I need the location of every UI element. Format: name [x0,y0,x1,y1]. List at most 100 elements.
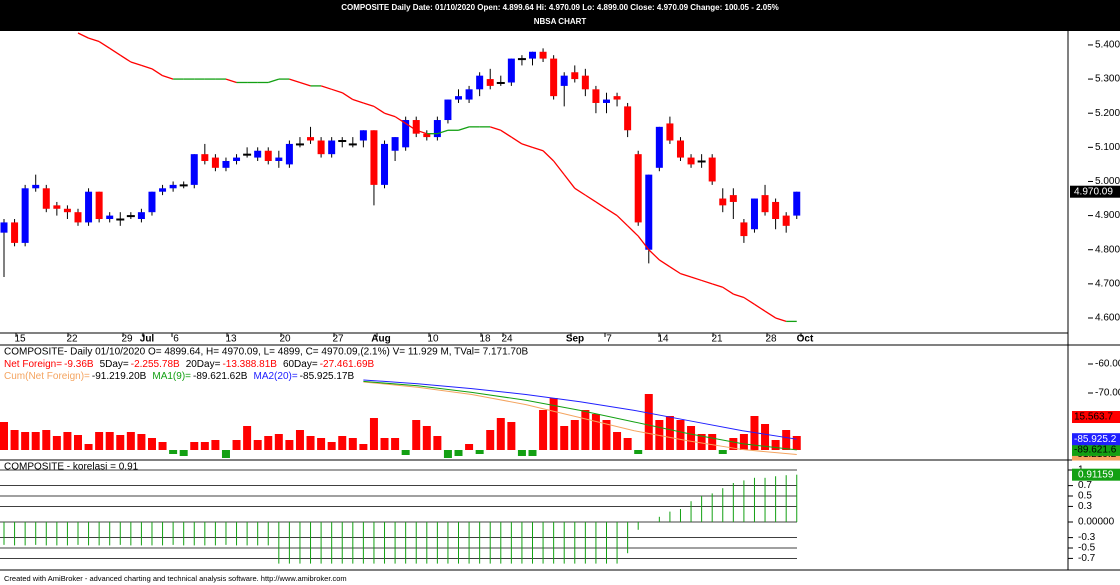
x-tick-label: 29 [121,334,133,345]
net-foreign-bar [739,434,748,450]
y-tick-label: 5.400 [1095,40,1120,51]
net-foreign-bar [644,394,653,450]
ma-segment [363,102,375,107]
candle-body [550,58,558,97]
net-foreign-bar [285,440,294,450]
ma-segment [77,32,89,39]
candle-body [53,205,61,209]
net-foreign-bar [264,436,273,450]
candle-body [348,143,357,146]
legend-value: -27.461.69B [320,359,375,370]
ma-segment [595,201,607,210]
net-foreign-bar [549,398,558,450]
candle-body [21,188,29,243]
ma-segment [109,47,121,56]
ma-segment [151,68,163,77]
y-tick-label: -0.3 [1078,532,1096,543]
ma-segment [130,61,142,67]
indicator-line [363,381,797,456]
legend-value: -9.36B [64,359,94,370]
legend-label: 20Day= [186,359,221,370]
candle-body [539,51,547,59]
candle-body [655,126,663,168]
net-foreign-bar [602,420,611,450]
candle-body [602,99,610,103]
y-tick-label: 4.700 [1095,278,1120,289]
net-foreign-bar [221,450,230,458]
ma-segment [384,112,396,118]
candle-body [137,212,145,220]
candle-body [328,140,336,155]
ma-segment [542,150,555,162]
legend-value: -91.219.20B [92,371,147,382]
panel-title: COMPOSITE - korelasi = 0.91 [4,462,139,473]
indicator-line [363,380,797,451]
net-foreign-bar [306,436,315,450]
candle-body [423,133,431,138]
net-foreign-bar [95,432,104,450]
legend-label: 5Day= [100,359,129,370]
candle-body [402,120,410,148]
net-foreign-bar [517,450,526,456]
ma-segment [320,85,332,90]
net-foreign-bar [31,432,40,450]
net-foreign-bar [443,450,452,458]
net-foreign-bar [52,436,61,450]
ma-segment [754,303,766,312]
net-foreign-bar [295,430,304,450]
candle-body [560,75,568,86]
candle-body [433,120,441,138]
ma-segment [88,37,100,43]
candle-body [740,222,748,237]
ma-segment [616,215,629,227]
net-foreign-bar [475,450,484,454]
ma-segment [680,272,692,278]
candle-body [32,184,40,189]
net-foreign-bar [623,438,632,450]
y-tick-label: 5.200 [1095,108,1120,119]
ma-segment [711,283,723,288]
net-foreign-bar [697,434,706,450]
x-tick-label: 7 [606,334,612,345]
x-tick-label: 6 [173,334,179,345]
candle-body [243,153,252,156]
candle-body [517,58,526,61]
candle-body [750,198,758,230]
net-foreign-bar [528,450,537,456]
x-tick-label: 24 [501,334,513,345]
net-foreign-bar [232,440,241,450]
net-foreign-bar [708,434,717,450]
ma-segment [458,126,470,131]
ma-segment [352,98,364,104]
net-foreign-bar [761,424,770,450]
candle-body [412,120,420,134]
ma-segment [490,126,501,131]
net-foreign-bar [613,432,622,450]
ma-segment [162,75,174,80]
legend-value: -13.388.81B [222,359,277,370]
ma-segment [743,296,755,305]
candle-body [359,130,367,141]
candle-body [624,106,632,131]
x-tick-label: 18 [479,334,491,345]
candle-body [486,79,494,86]
ma-segment [764,310,776,319]
candle-body [529,51,536,59]
candle-body [476,75,484,90]
net-foreign-bar [21,432,30,450]
net-foreign-bar [718,450,727,454]
candle-body [275,157,283,161]
candle-body [254,150,262,158]
candle-body [106,215,114,220]
ma-segment [563,174,576,189]
candle-body [264,150,272,161]
net-foreign-bar [412,420,421,450]
candle-body [179,184,188,187]
candle-body [116,218,125,221]
net-foreign-bar [380,438,389,450]
net-foreign-bar [169,450,178,454]
candle-body [190,154,198,185]
ma-segment [669,266,681,275]
ma-segment [627,225,639,237]
footer: Created with AmiBroker - advanced charti… [4,574,347,583]
